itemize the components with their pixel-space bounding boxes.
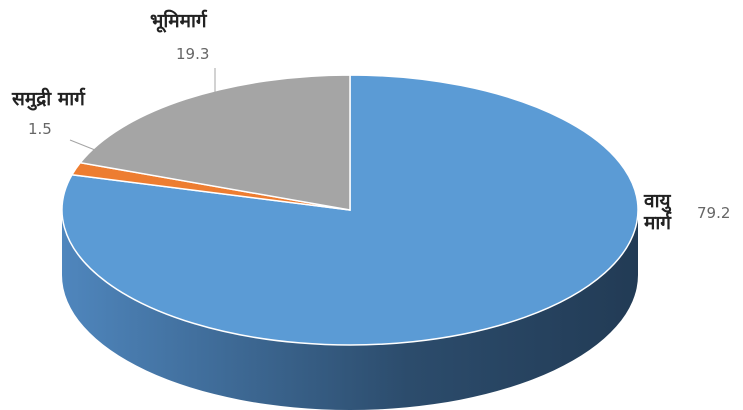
category-label: भूमिमार्ग	[150, 10, 207, 32]
value-label: 1.5	[28, 120, 52, 138]
category-label: वायु मार्ग	[644, 190, 671, 234]
leader-line	[69, 139, 96, 151]
value-label: 79.2	[697, 204, 731, 222]
slice	[78, 74, 351, 211]
slice-side	[62, 210, 638, 410]
category-label: समुद्री मार्ग	[12, 88, 85, 110]
value-label: 19.3	[176, 45, 210, 63]
